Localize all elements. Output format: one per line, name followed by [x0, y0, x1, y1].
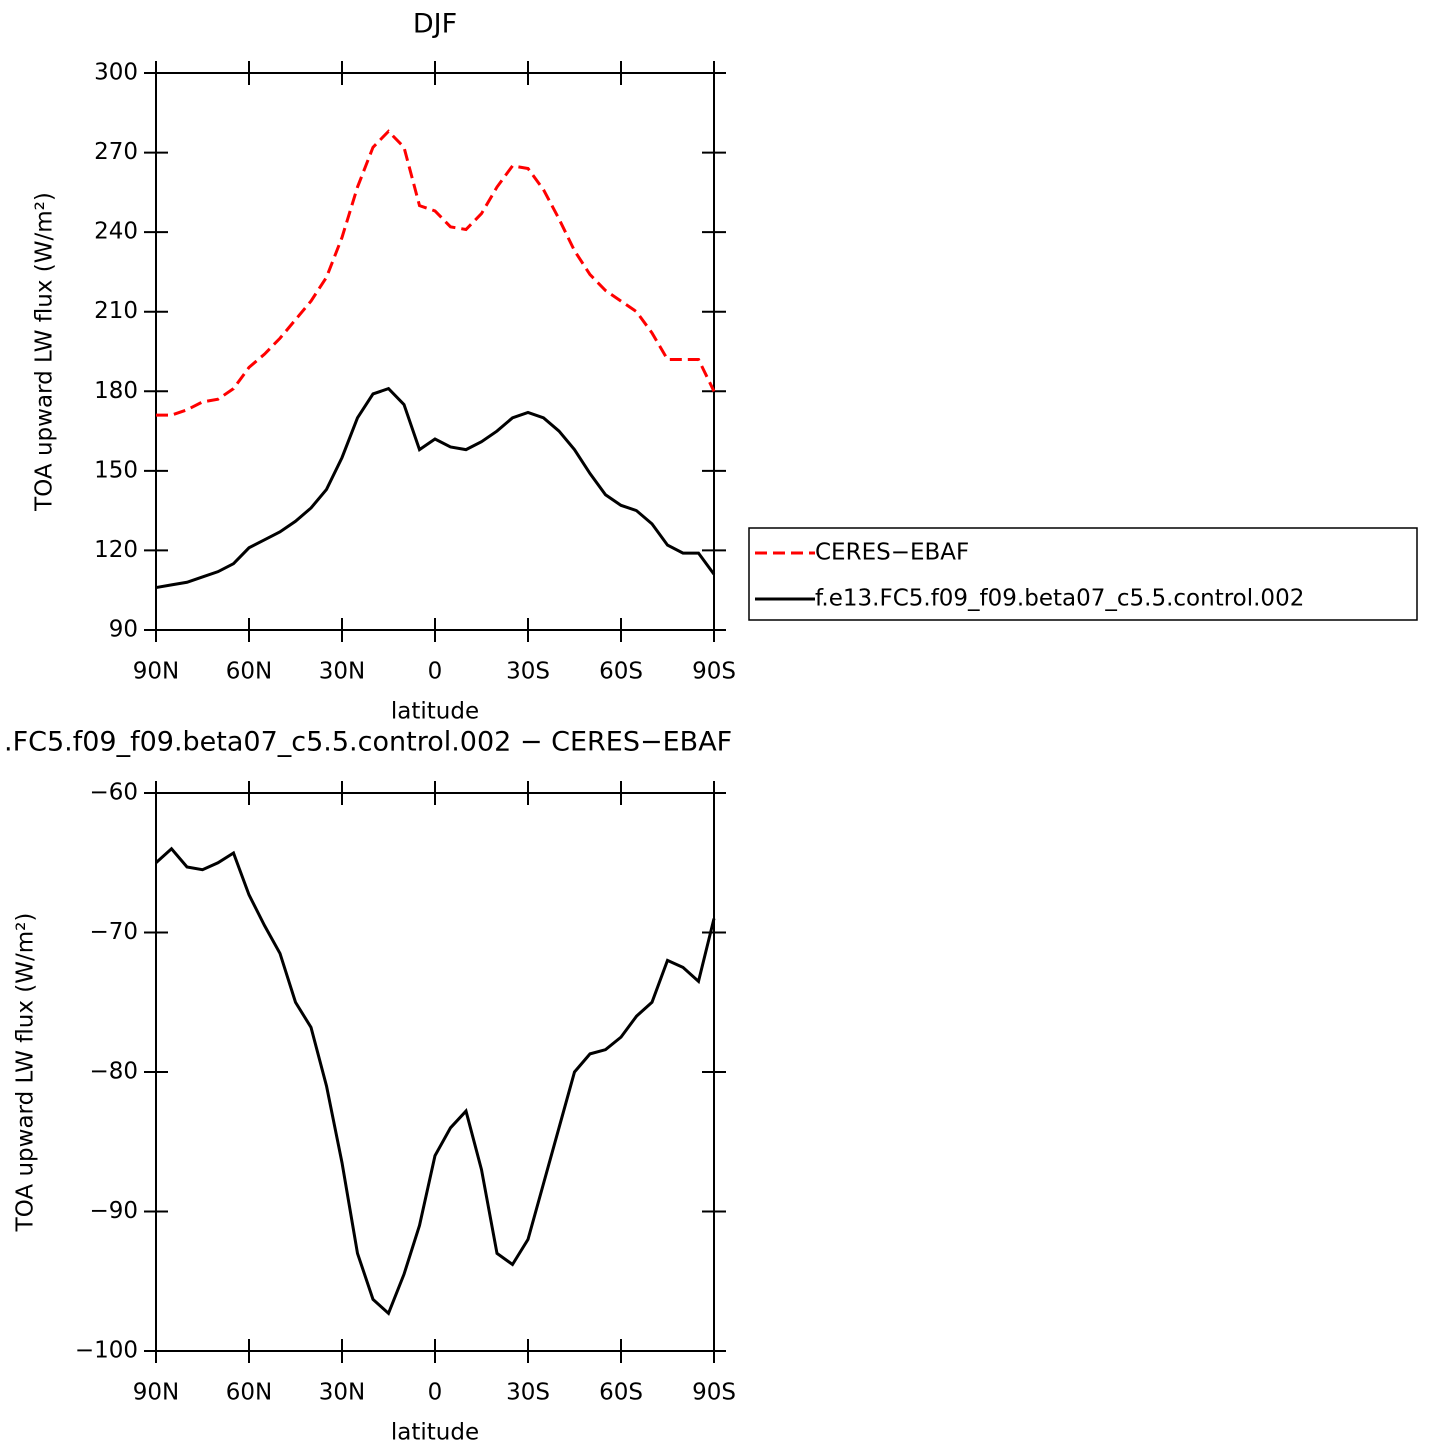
y-tick-label: 90: [109, 617, 138, 643]
y-tick-label: −80: [89, 1059, 138, 1085]
x-tick-label: 90N: [133, 1380, 179, 1406]
y-tick-label: −90: [89, 1198, 138, 1224]
y-tick-label: 300: [94, 60, 138, 86]
y-axis-label: TOA upward LW flux (W/m²): [13, 913, 39, 1233]
chart-title: .FC5.f09_f09.beta07_c5.5.control.002 − C…: [4, 727, 732, 758]
x-tick-label: 30N: [319, 659, 365, 685]
x-tick-label: 90S: [692, 1380, 736, 1406]
legend-label: CERES−EBAF: [815, 540, 969, 566]
x-tick-label: 30S: [506, 659, 550, 685]
y-tick-label: 150: [94, 457, 138, 483]
x-tick-label: 90N: [133, 659, 179, 685]
x-tick-label: 60S: [599, 659, 643, 685]
x-tick-label: 0: [428, 1380, 443, 1406]
data-line: [155, 386, 716, 590]
x-axis-label: latitude: [391, 1420, 479, 1446]
data-line: [156, 129, 716, 417]
x-tick-label: 60S: [599, 1380, 643, 1406]
x-tick-label: 60N: [226, 1380, 272, 1406]
y-tick-label: 120: [94, 537, 138, 563]
y-tick-label: −60: [89, 780, 138, 806]
plot-frame: [155, 72, 715, 631]
x-tick-label: 30N: [319, 1380, 365, 1406]
y-tick-label: 180: [94, 378, 138, 404]
y-tick-label: 270: [94, 139, 138, 165]
x-tick-label: 90S: [692, 659, 736, 685]
x-axis-label: latitude: [391, 699, 479, 725]
x-tick-label: 30S: [506, 1380, 550, 1406]
x-tick-label: 60N: [226, 659, 272, 685]
plot-frame: [155, 792, 715, 1352]
legend-label: f.e13.FC5.f09_f09.beta07_c5.5.control.00…: [815, 586, 1304, 612]
y-tick-label: 240: [94, 219, 138, 245]
x-tick-label: 0: [428, 659, 443, 685]
y-tick-label: −70: [89, 919, 138, 945]
y-tick-label: −100: [75, 1338, 138, 1364]
y-axis-label: TOA upward LW flux (W/m²): [32, 192, 58, 512]
chart-title: DJF: [413, 9, 457, 40]
legend-box: [748, 527, 1418, 621]
data-line: [154, 846, 716, 1316]
y-tick-label: 210: [94, 298, 138, 324]
